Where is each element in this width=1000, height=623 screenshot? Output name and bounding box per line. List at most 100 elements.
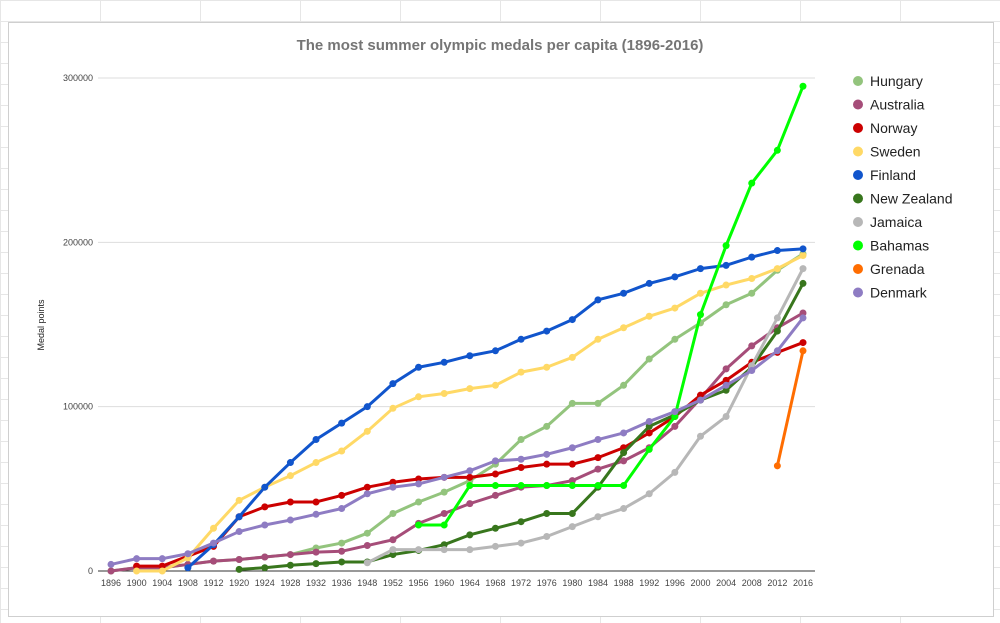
data-point bbox=[543, 460, 551, 468]
data-point bbox=[389, 551, 397, 559]
data-point bbox=[133, 567, 141, 575]
data-point bbox=[286, 516, 294, 524]
data-point bbox=[415, 498, 423, 506]
data-point bbox=[696, 289, 704, 297]
series-jamaica bbox=[363, 265, 807, 567]
data-point bbox=[568, 460, 576, 468]
data-point bbox=[389, 478, 397, 486]
data-point bbox=[543, 532, 551, 540]
data-point bbox=[773, 327, 781, 335]
data-point bbox=[415, 393, 423, 401]
data-point bbox=[671, 335, 679, 343]
data-point bbox=[671, 413, 679, 421]
x-tick-label: 1928 bbox=[280, 578, 300, 588]
data-point bbox=[722, 376, 730, 384]
data-point bbox=[466, 482, 474, 490]
data-point bbox=[107, 567, 115, 575]
data-point bbox=[235, 513, 243, 521]
data-point bbox=[517, 539, 525, 547]
y-tick-label: 300000 bbox=[63, 73, 93, 83]
data-point bbox=[389, 509, 397, 517]
data-point bbox=[799, 265, 807, 273]
data-point bbox=[415, 546, 423, 554]
data-point bbox=[466, 500, 474, 508]
chart-title: The most summer olympic medals per capit… bbox=[297, 37, 704, 54]
x-tick-label: 1920 bbox=[229, 578, 249, 588]
legend-label: Finland bbox=[870, 167, 916, 183]
data-point bbox=[210, 557, 218, 565]
data-point bbox=[671, 408, 679, 416]
data-point bbox=[389, 404, 397, 412]
legend-marker bbox=[853, 76, 863, 86]
data-point bbox=[210, 539, 218, 547]
legend-label: Sweden bbox=[870, 144, 921, 160]
x-tick-label: 1932 bbox=[306, 578, 326, 588]
legend-label: Hungary bbox=[870, 73, 923, 89]
x-tick-label: 1924 bbox=[255, 578, 275, 588]
legend-item: Bahamas bbox=[853, 238, 929, 254]
data-point bbox=[261, 564, 269, 572]
x-tick-label: 1988 bbox=[614, 578, 634, 588]
data-point bbox=[440, 473, 448, 481]
data-point bbox=[696, 311, 704, 319]
data-point bbox=[722, 242, 730, 250]
data-point bbox=[543, 327, 551, 335]
data-point bbox=[286, 498, 294, 506]
legend-marker bbox=[853, 217, 863, 227]
series-line bbox=[110, 311, 804, 573]
data-point bbox=[415, 475, 423, 483]
data-point bbox=[671, 468, 679, 476]
data-point bbox=[620, 289, 628, 297]
legend-item: Sweden bbox=[853, 144, 921, 160]
x-tick-label: 1956 bbox=[409, 578, 429, 588]
y-tick-label: 100000 bbox=[63, 402, 93, 412]
legend-label: Norway bbox=[870, 120, 917, 136]
data-point bbox=[338, 447, 346, 455]
data-point bbox=[773, 347, 781, 355]
data-point bbox=[671, 422, 679, 430]
data-point bbox=[184, 550, 192, 558]
legend-item: Denmark bbox=[853, 285, 928, 301]
data-point bbox=[722, 281, 730, 289]
data-point bbox=[363, 403, 371, 411]
x-tick-label: 1948 bbox=[357, 578, 377, 588]
data-point bbox=[491, 542, 499, 550]
data-point bbox=[620, 381, 628, 389]
data-point bbox=[517, 455, 525, 463]
data-point bbox=[286, 551, 294, 559]
legend-marker bbox=[853, 264, 863, 274]
data-point bbox=[696, 265, 704, 273]
data-point bbox=[440, 358, 448, 366]
data-point bbox=[671, 273, 679, 281]
data-point bbox=[722, 381, 730, 389]
data-point bbox=[389, 546, 397, 554]
data-point bbox=[338, 539, 346, 547]
data-point bbox=[312, 459, 320, 467]
data-point bbox=[543, 450, 551, 458]
legend-label: Bahamas bbox=[870, 238, 929, 254]
data-point bbox=[568, 477, 576, 485]
data-point bbox=[491, 347, 499, 355]
data-point bbox=[466, 531, 474, 539]
x-tick-label: 1976 bbox=[537, 578, 557, 588]
data-point bbox=[261, 553, 269, 561]
data-point bbox=[568, 444, 576, 452]
data-point bbox=[440, 521, 448, 529]
data-point bbox=[363, 529, 371, 537]
data-point bbox=[748, 274, 756, 282]
legend-marker bbox=[853, 99, 863, 110]
legend-label: New Zealand bbox=[870, 191, 953, 207]
data-point bbox=[312, 436, 320, 444]
data-point bbox=[645, 279, 653, 287]
data-point bbox=[773, 247, 781, 255]
series-line bbox=[366, 267, 805, 565]
legend-label: Denmark bbox=[870, 285, 928, 301]
data-point bbox=[748, 253, 756, 261]
data-point bbox=[543, 482, 551, 490]
data-point bbox=[799, 82, 807, 90]
data-point bbox=[235, 555, 243, 563]
data-point bbox=[415, 521, 423, 529]
data-point bbox=[466, 385, 474, 393]
x-tick-label: 1904 bbox=[152, 578, 172, 588]
